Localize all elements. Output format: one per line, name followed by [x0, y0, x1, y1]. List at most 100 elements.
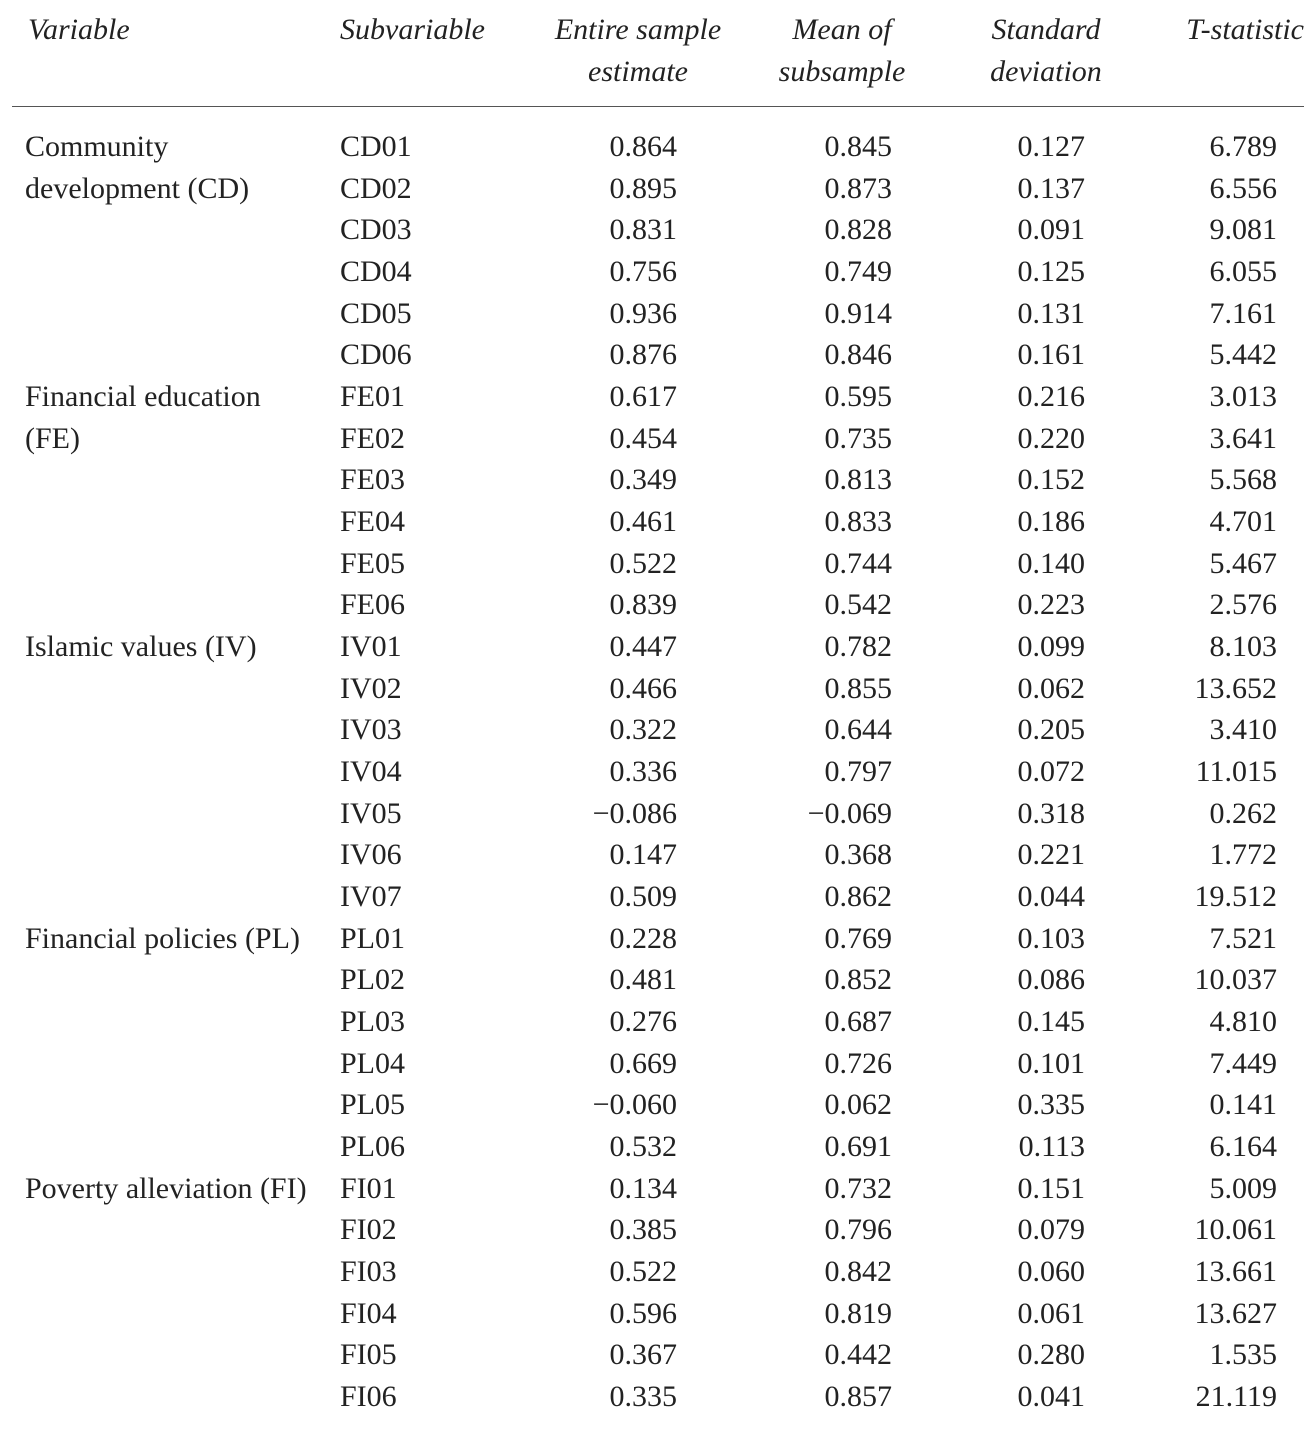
cell-value: 0.914 — [824, 296, 893, 330]
cell-value: 21.119 — [1195, 1380, 1277, 1414]
cell-value: 0.220 — [1017, 421, 1086, 455]
cell-value: 0.127 — [1017, 130, 1086, 163]
cell-value: 3.013 — [1209, 380, 1278, 414]
cell-value: 0.595 — [824, 380, 893, 414]
cell-value: 0.481 — [609, 963, 678, 997]
cell-value: 6.055 — [1209, 255, 1278, 288]
cell-value: 0.335 — [1017, 1088, 1086, 1122]
cell-value: 0.839 — [609, 588, 678, 622]
cell-value: 0.151 — [1017, 1171, 1086, 1205]
cell-value: 0.318 — [1017, 796, 1086, 830]
cell-value: 5.009 — [1209, 1171, 1278, 1205]
cell-value: 4.701 — [1209, 505, 1278, 539]
subvariable: IV05 — [340, 796, 402, 830]
cell-value: 0.223 — [1017, 588, 1086, 622]
subvariable: PL06 — [340, 1130, 406, 1164]
cell-value: 0.336 — [609, 755, 678, 789]
cell-value: 6.789 — [1209, 130, 1278, 163]
cell-value: 0.447 — [609, 630, 678, 664]
cell-value: −0.060 — [592, 1088, 677, 1122]
subvariable: CD02 — [340, 171, 412, 205]
cell-value: 0.228 — [609, 921, 678, 955]
cell-value: −0.069 — [807, 796, 892, 830]
cell-value: 0.141 — [1209, 1088, 1278, 1122]
subvariable: IV03 — [340, 713, 402, 747]
cell-value: 0.864 — [609, 130, 678, 163]
cell-value: 0.644 — [824, 713, 893, 747]
cell-value: 0.061 — [1017, 1296, 1086, 1330]
cell-value: 0.782 — [824, 630, 893, 664]
cell-value: 0.669 — [609, 1046, 678, 1080]
cell-value: 0.862 — [824, 880, 893, 914]
cell-value: 0.134 — [609, 1171, 678, 1205]
cell-value: 6.164 — [1209, 1130, 1278, 1164]
subvariable: FI01 — [340, 1171, 397, 1205]
cell-value: 0.280 — [1017, 1338, 1086, 1372]
cell-value: 0.813 — [824, 463, 893, 497]
cell-value: 0.796 — [824, 1213, 893, 1247]
subvariable: IV02 — [340, 671, 402, 705]
subvariable: FI04 — [340, 1296, 397, 1330]
cell-value: 13.661 — [1194, 1255, 1278, 1289]
cell-value: 0.845 — [824, 130, 893, 163]
cell-value: 0.140 — [1017, 546, 1086, 580]
cell-value: 0.732 — [824, 1171, 893, 1205]
cell-value: 0.617 — [609, 380, 678, 414]
cell-value: 0.216 — [1017, 380, 1086, 414]
cell-value: 0.113 — [1018, 1130, 1085, 1164]
cell-value: 0.062 — [824, 1088, 893, 1122]
subvariable: FI03 — [340, 1255, 397, 1289]
cell-value: 0.041 — [1017, 1380, 1086, 1414]
cell-value: 0.596 — [609, 1296, 678, 1330]
cell-value: 0.152 — [1017, 463, 1086, 497]
subvariable: CD03 — [340, 213, 412, 247]
subvariable: FE06 — [340, 588, 406, 622]
cell-value: 10.037 — [1194, 963, 1278, 997]
cell-value: 0.137 — [1017, 171, 1086, 205]
cell-value: 3.410 — [1209, 713, 1278, 747]
cell-value: 0.461 — [609, 505, 678, 539]
subvariable: PL04 — [340, 1046, 406, 1080]
cell-value: 0.876 — [609, 338, 678, 372]
cell-value: 0.936 — [609, 296, 678, 330]
subvariable: IV01 — [340, 630, 402, 664]
column-header: Entire sample estimate — [554, 13, 722, 88]
cell-value: 0.895 — [609, 171, 678, 205]
cell-value: 0.735 — [824, 421, 893, 455]
subvariable: CD06 — [340, 338, 412, 372]
cell-value: 0.831 — [609, 213, 678, 247]
cell-value: 0.091 — [1017, 213, 1086, 247]
cell-value: 0.367 — [609, 1338, 678, 1372]
cell-value: 0.335 — [609, 1380, 678, 1414]
cell-value: 0.442 — [824, 1338, 893, 1372]
header-rule — [12, 106, 1304, 107]
cell-value: 0.797 — [824, 755, 893, 789]
subvariable: FI02 — [340, 1213, 397, 1247]
cell-value: 0.044 — [1017, 880, 1086, 914]
cell-value: 0.749 — [824, 255, 893, 288]
cell-value: −0.086 — [592, 796, 677, 830]
cell-value: 0.855 — [824, 671, 893, 705]
cell-value: 0.522 — [609, 1255, 678, 1289]
cell-value: 0.466 — [609, 671, 678, 705]
subvariable: PL05 — [340, 1088, 406, 1122]
cell-value: 10.061 — [1194, 1213, 1278, 1247]
cell-value: 0.349 — [609, 463, 678, 497]
subvariable: FI05 — [340, 1338, 397, 1372]
cell-value: 0.079 — [1017, 1213, 1086, 1247]
cell-value: 0.186 — [1017, 505, 1086, 539]
subvariable: FE02 — [340, 421, 406, 455]
variable-label: Financial education (FE) — [25, 380, 261, 455]
subvariable: FE05 — [340, 546, 406, 580]
cell-value: 0.846 — [824, 338, 893, 372]
cell-value: 0.385 — [609, 1213, 678, 1247]
cell-value: 3.641 — [1209, 421, 1278, 455]
subvariable: IV07 — [340, 880, 402, 914]
column-header: Mean of subsample — [778, 13, 906, 88]
cell-value: 0.726 — [824, 1046, 893, 1080]
cell-value: 0.103 — [1017, 921, 1086, 955]
cell-value: 7.449 — [1209, 1046, 1278, 1080]
subvariable: FE04 — [340, 505, 406, 539]
column-header: Standard deviation — [990, 13, 1102, 88]
cell-value: 0.060 — [1017, 1255, 1086, 1289]
